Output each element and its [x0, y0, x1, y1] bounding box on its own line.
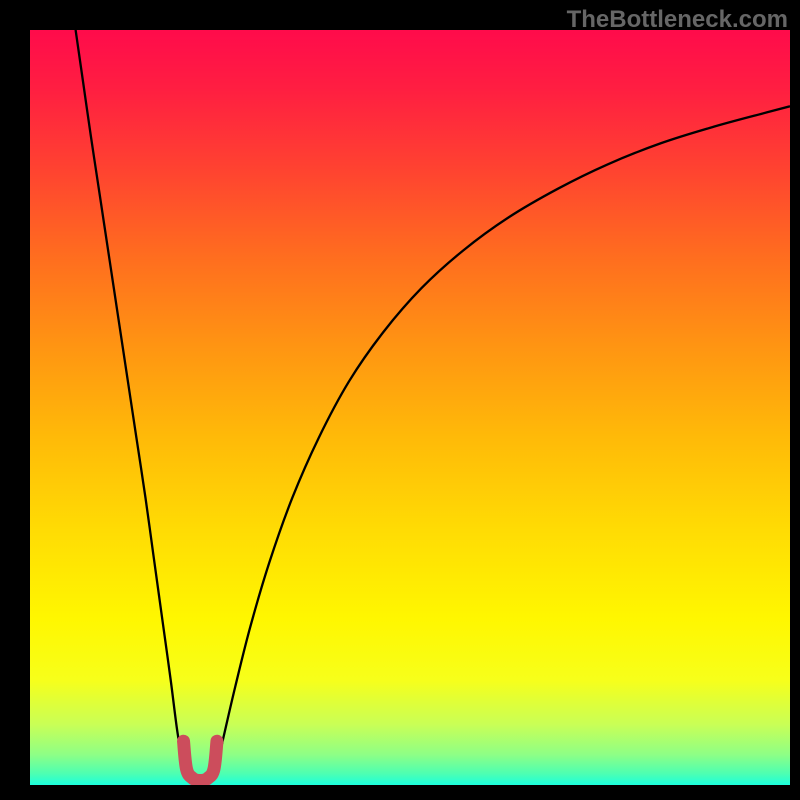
curve-right — [217, 106, 790, 766]
curve-layer — [30, 30, 790, 785]
plot-area — [30, 30, 790, 785]
image-container: TheBottleneck.com — [0, 0, 800, 800]
trough-highlight-marker — [184, 741, 217, 780]
curve-left — [76, 30, 184, 766]
watermark-text: TheBottleneck.com — [567, 6, 788, 34]
